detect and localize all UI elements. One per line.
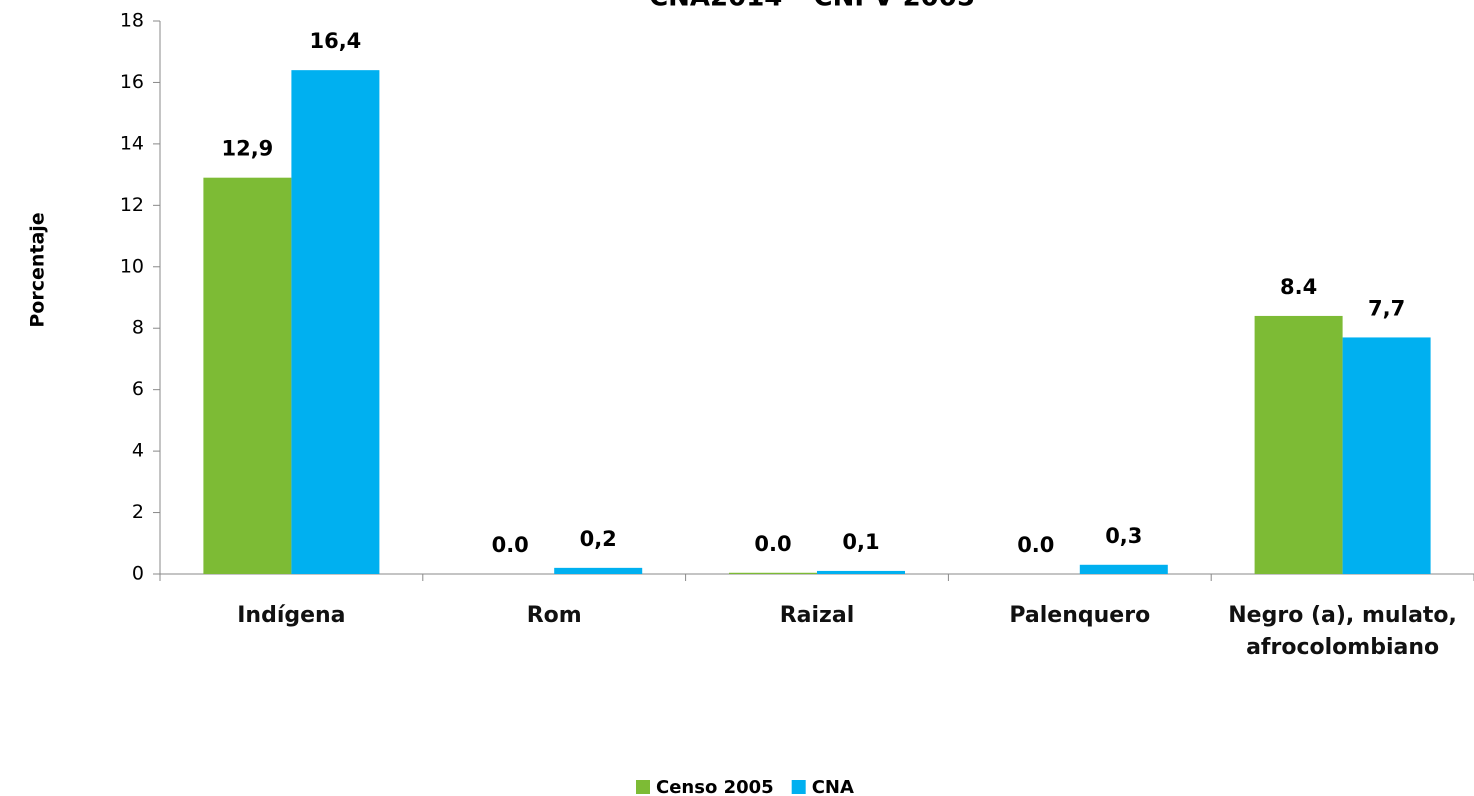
value-label: 0.0 bbox=[754, 532, 791, 556]
value-label: 0.0 bbox=[492, 533, 529, 557]
y-tick-label: 0 bbox=[132, 563, 144, 585]
y-tick-label: 6 bbox=[132, 378, 144, 400]
bar bbox=[1080, 565, 1168, 574]
x-tick-label: Indígena bbox=[161, 600, 421, 632]
legend-swatch bbox=[792, 780, 806, 794]
chart-title: CNA2014 – CNPV 2005 bbox=[649, 0, 975, 13]
bar bbox=[203, 178, 291, 574]
x-tick-label: Negro (a), mulato, afrocolombiano bbox=[1213, 600, 1473, 664]
y-tick-label: 8 bbox=[132, 317, 144, 339]
bar bbox=[817, 571, 905, 574]
value-label: 0,1 bbox=[842, 530, 879, 554]
legend-label: Censo 2005 bbox=[656, 777, 774, 796]
bar bbox=[1255, 316, 1343, 574]
y-tick-label: 18 bbox=[120, 10, 144, 32]
y-tick-label: 4 bbox=[132, 440, 144, 462]
x-tick-label: Palenquero bbox=[950, 600, 1210, 632]
bar bbox=[554, 568, 642, 574]
value-label: 16,4 bbox=[309, 29, 361, 53]
value-label: 8.4 bbox=[1280, 275, 1317, 299]
value-label: 0,2 bbox=[580, 527, 617, 551]
bar bbox=[1343, 337, 1431, 574]
value-label: 0.0 bbox=[1017, 533, 1054, 557]
legend-label: CNA bbox=[812, 777, 854, 796]
y-tick-label: 16 bbox=[120, 71, 144, 93]
y-tick-label: 2 bbox=[132, 501, 144, 523]
value-label: 12,9 bbox=[221, 137, 273, 161]
legend-swatch bbox=[636, 780, 650, 794]
page: CNA2014 – CNPV 2005 Porcentaje 0 2 4 6 8 10 12… bbox=[0, 0, 1474, 796]
bar bbox=[729, 573, 817, 574]
y-tick-label: 14 bbox=[120, 132, 144, 154]
y-axis-label: Porcentaje bbox=[27, 212, 49, 327]
value-label: 7,7 bbox=[1368, 296, 1405, 320]
x-tick-label: Rom bbox=[424, 600, 684, 632]
value-label: 0,3 bbox=[1105, 524, 1142, 548]
chart: CNA2014 – CNPV 2005 Porcentaje 0 2 4 6 8 10 12… bbox=[0, 0, 1474, 796]
x-tick-label: Raizal bbox=[687, 600, 947, 632]
y-tick-label: 12 bbox=[120, 194, 144, 216]
y-tick-label: 10 bbox=[120, 255, 144, 277]
bar bbox=[291, 70, 379, 574]
